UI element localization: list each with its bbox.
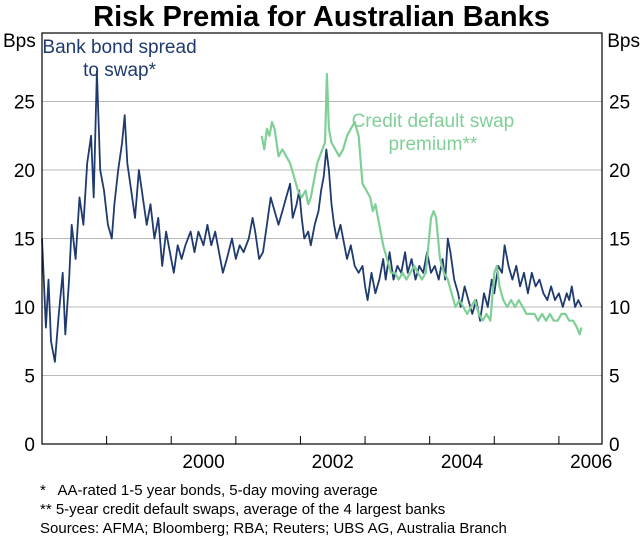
xtick-2000: 2000: [182, 452, 224, 473]
series-line-0: [41, 70, 583, 363]
ytick-right-20: 20: [609, 161, 630, 182]
series-line-1: [260, 73, 583, 336]
ytick-left-15: 15: [14, 230, 35, 251]
y-unit-left: Bps: [3, 31, 36, 52]
ytick-right-0: 0: [609, 435, 620, 456]
ytick-left-25: 25: [14, 93, 35, 114]
xtick-2004: 2004: [441, 452, 484, 473]
gridlines: [41, 101, 602, 444]
y-unit-right: Bps: [607, 31, 640, 52]
series-label-0-line-0: Bank bond spread: [42, 37, 196, 58]
chart-title: Risk Premia for Australian Banks: [93, 1, 550, 33]
ytick-right-15: 15: [609, 230, 630, 251]
series-label-1-line-0: Credit default swap: [352, 111, 515, 132]
ytick-left-0: 0: [24, 435, 35, 456]
sources-note: Sources: AFMA; Bloomberg; RBA; Reuters; …: [40, 520, 507, 537]
series-lines: [41, 70, 583, 363]
footnote-2: ** 5-year credit default swaps, average …: [40, 501, 446, 518]
xtick-2002: 2002: [312, 452, 354, 473]
series-label-0-line-1: to swap*: [83, 60, 156, 81]
plot-frame: [41, 32, 603, 445]
plot-border: [41, 32, 603, 445]
xtick-2006: 2006: [570, 452, 612, 473]
ytick-right-10: 10: [609, 298, 630, 319]
tick-labels: 0 0 5 5 10 10 15 15 20 20 25 25 Bps Bps 2000 2002 2004 20…: [3, 31, 640, 473]
ytick-left-10: 10: [14, 298, 35, 319]
ytick-right-25: 25: [609, 93, 630, 114]
ytick-right-5: 5: [609, 367, 620, 388]
ytick-left-20: 20: [14, 161, 35, 182]
footnote-1: * AA-rated 1-5 year bonds, 5-day moving …: [40, 482, 378, 499]
series-label-1-line-1: premium**: [389, 134, 478, 155]
ytick-left-5: 5: [24, 367, 35, 388]
